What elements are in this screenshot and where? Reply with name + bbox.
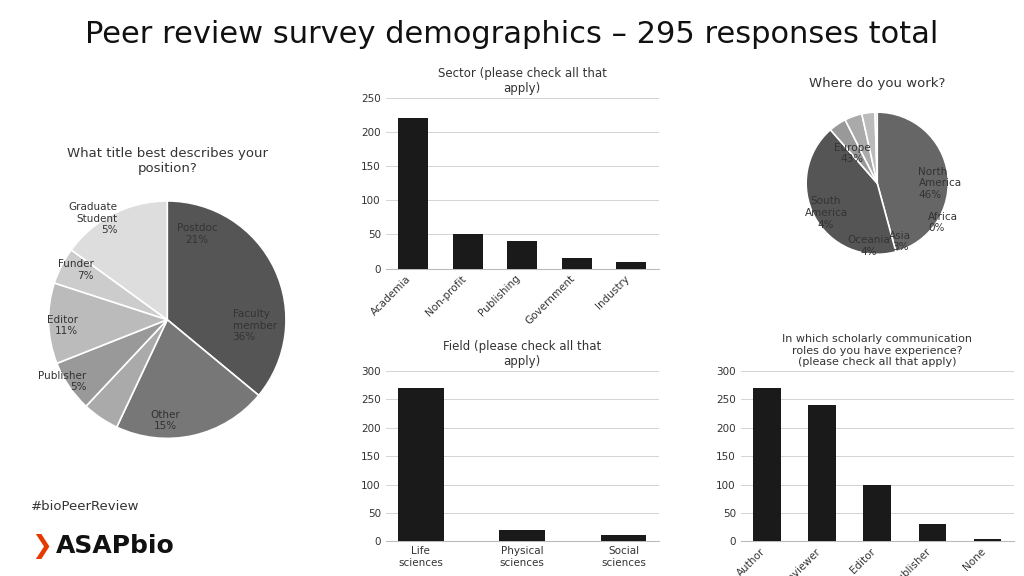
Wedge shape [878,112,948,252]
Bar [398,388,443,541]
Text: Europe
43%: Europe 43% [834,143,870,164]
Text: #bioPeerReview: #bioPeerReview [31,500,139,513]
Text: ❯: ❯ [31,533,52,559]
Title: Where do you work?: Where do you work? [809,77,945,90]
Title: Sector (please check all that
apply): Sector (please check all that apply) [438,67,606,96]
Bar [601,535,646,541]
Bar [974,539,1001,541]
Text: Peer review survey demographics – 295 responses total: Peer review survey demographics – 295 re… [85,20,939,49]
Text: Editor
11%: Editor 11% [47,315,78,336]
Bar [398,119,428,268]
Text: Faculty
member
36%: Faculty member 36% [232,309,276,342]
Wedge shape [845,114,878,183]
Bar [863,484,891,541]
Wedge shape [862,112,878,183]
Bar [453,234,482,268]
Title: What title best describes your
position?: What title best describes your position? [67,147,267,175]
Bar [507,241,538,268]
Wedge shape [167,201,286,395]
Wedge shape [86,320,167,427]
Wedge shape [874,112,878,183]
Bar [562,258,592,268]
Bar [753,388,780,541]
Text: South
America
4%: South America 4% [805,196,848,230]
Title: Field (please check all that
apply): Field (please check all that apply) [443,340,601,368]
Wedge shape [57,320,167,406]
Bar [616,262,646,268]
Bar [500,530,545,541]
Text: Asia
3%: Asia 3% [889,231,911,252]
Wedge shape [72,201,167,320]
Text: Graduate
Student
5%: Graduate Student 5% [69,202,118,236]
Bar [808,405,836,541]
Wedge shape [54,250,167,320]
Text: North
America
46%: North America 46% [919,166,962,200]
Text: Oceania
4%: Oceania 4% [847,235,890,256]
Text: Publisher
5%: Publisher 5% [38,370,86,392]
Text: Other
15%: Other 15% [150,410,180,431]
Wedge shape [117,320,259,438]
Title: In which scholarly communication
roles do you have experience?
(please check all: In which scholarly communication roles d… [782,334,972,367]
Wedge shape [48,283,167,363]
Wedge shape [806,130,896,254]
Text: Funder
7%: Funder 7% [57,259,93,281]
Bar [919,524,946,541]
Wedge shape [830,120,878,183]
Text: Africa
0%: Africa 0% [929,211,958,233]
Text: ASAPbio: ASAPbio [56,534,175,558]
Text: Postdoc
21%: Postdoc 21% [176,223,217,245]
